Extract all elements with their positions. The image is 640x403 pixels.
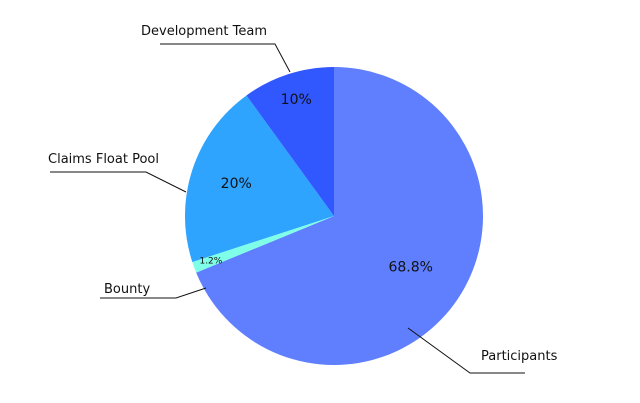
slices-layer (185, 67, 483, 365)
pie-slice-bounty (192, 216, 334, 273)
callout-label-development-team: Development Team (141, 24, 267, 39)
percent-label-development-team: 10% (281, 92, 312, 108)
pie-slice-participants (196, 67, 483, 365)
leader-line-bounty (100, 287, 207, 299)
pie-slice-claims-float-pool (185, 95, 334, 263)
leader-line-claims-float-pool (50, 171, 187, 193)
callout-label-claims-float-pool: Claims Float Pool (48, 152, 159, 167)
callout-label-participants: Participants (481, 349, 558, 364)
pie-slice-development-team (246, 67, 334, 216)
percent-label-participants: 68.8% (388, 259, 432, 275)
callout-label-bounty: Bounty (104, 282, 150, 297)
percent-label-claims-float-pool: 20% (221, 176, 252, 192)
percent-label-bounty: 1.2% (199, 257, 222, 267)
leader-line-participants (407, 327, 525, 374)
percent-labels-layer: 68.8% 1.2% 20% 10% (199, 92, 432, 276)
callouts-layer: Participants Bounty Claims Float Pool Devel… (48, 24, 558, 374)
leader-line-development-team (160, 43, 291, 73)
